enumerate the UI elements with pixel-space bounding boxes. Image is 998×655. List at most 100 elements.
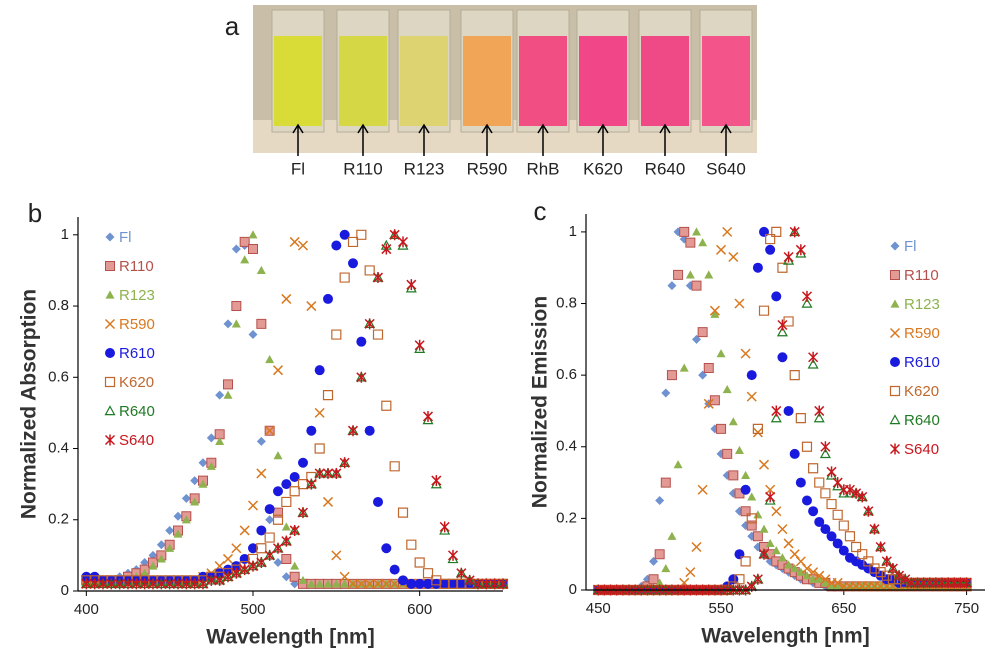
legend-label: R590 (119, 316, 155, 333)
marker (692, 281, 701, 290)
marker (741, 485, 751, 495)
y-tick-label: 1 (569, 223, 577, 240)
sample-label: R590 (467, 159, 508, 178)
marker (105, 348, 115, 358)
x-tick-label: 550 (709, 600, 734, 617)
marker (290, 572, 299, 581)
legend-label: R110 (119, 258, 154, 275)
legend-label: R610 (119, 345, 155, 362)
marker (802, 495, 812, 505)
sample-label: R123 (404, 159, 445, 178)
marker (747, 370, 757, 380)
marker (686, 238, 695, 247)
marker (765, 245, 775, 255)
cuvette-liquid (702, 36, 750, 126)
marker (790, 449, 800, 459)
panel-label: c (534, 196, 547, 226)
marker (784, 406, 794, 416)
y-tick-label: 0.8 (556, 294, 577, 311)
legend-label: Fl (904, 238, 917, 255)
legend-label: R123 (119, 287, 155, 304)
marker (323, 294, 333, 304)
y-axis-title: Normalized Absorption (18, 289, 41, 519)
cuvette-liquid (400, 36, 448, 126)
marker (753, 263, 763, 273)
marker (890, 357, 900, 367)
marker (390, 565, 400, 575)
legend-label: K620 (904, 383, 939, 400)
marker (661, 478, 670, 487)
marker (282, 554, 291, 563)
marker (373, 497, 383, 507)
x-tick-label: 500 (240, 601, 265, 618)
legend-label: Fl (119, 229, 132, 246)
marker (240, 237, 249, 246)
legend-label: S640 (904, 441, 939, 458)
cuvette-liquid (579, 36, 627, 126)
marker (348, 258, 358, 268)
y-axis-title: Normalized Emission (529, 296, 552, 508)
marker (667, 371, 676, 380)
marker (224, 380, 233, 389)
marker (698, 328, 707, 337)
marker (717, 424, 726, 433)
marker (680, 227, 689, 236)
marker (734, 549, 744, 559)
marker (728, 574, 738, 584)
sample-label: S640 (706, 159, 746, 178)
marker (674, 270, 683, 279)
y-tick-label: 0.8 (48, 297, 69, 314)
marker (759, 227, 769, 237)
marker (777, 352, 787, 362)
legend-label: R610 (904, 354, 940, 371)
marker (365, 426, 375, 436)
figure: a Fl R110 R123 R590 RhB K620 R640 S640 b Waveleng… (0, 0, 998, 655)
y-tick-label: 0.2 (48, 511, 69, 528)
photo (253, 5, 757, 156)
legend-label: R640 (904, 412, 940, 429)
marker (232, 302, 241, 311)
marker (891, 271, 900, 280)
sample-label: RhB (526, 159, 559, 178)
marker (704, 363, 713, 372)
legend-label: R123 (904, 296, 940, 313)
legend-label: R110 (904, 267, 939, 284)
x-axis-title: Wavelength [nm] (701, 625, 869, 648)
cuvette-liquid (274, 36, 322, 126)
sample-label: R110 (343, 159, 382, 178)
sample-label: K620 (583, 159, 623, 178)
marker (273, 486, 283, 496)
cuvette-liquid (463, 36, 511, 126)
marker (306, 426, 316, 436)
y-tick-label: 1 (61, 226, 69, 243)
marker (649, 575, 658, 584)
x-tick-label: 600 (407, 601, 432, 618)
sample-label: R640 (645, 159, 686, 178)
y-tick-label: 0 (61, 582, 69, 599)
marker (249, 245, 258, 254)
legend-label: R640 (119, 403, 155, 420)
y-tick-label: 0.2 (556, 509, 577, 526)
cuvette-liquid (641, 36, 689, 126)
x-tick-label: 400 (74, 601, 99, 618)
marker (753, 532, 762, 541)
sample-label: Fl (291, 159, 305, 178)
cuvette-liquid (519, 36, 567, 126)
y-tick-label: 0.4 (556, 438, 577, 455)
panel-label: b (28, 198, 42, 228)
y-tick-label: 0.6 (48, 368, 69, 385)
y-tick-label: 0.6 (556, 366, 577, 383)
marker (381, 543, 391, 553)
cuvette-liquid (339, 36, 387, 126)
legend-label: R590 (904, 325, 940, 342)
x-axis-title: Wavelength [nm] (206, 626, 374, 649)
marker (257, 319, 266, 328)
marker (106, 262, 115, 271)
panel-label: a (225, 11, 240, 41)
marker (356, 337, 366, 347)
marker (265, 504, 275, 514)
marker (298, 458, 308, 468)
marker (771, 291, 781, 301)
y-tick-label: 0.4 (48, 439, 69, 456)
marker (331, 240, 341, 250)
